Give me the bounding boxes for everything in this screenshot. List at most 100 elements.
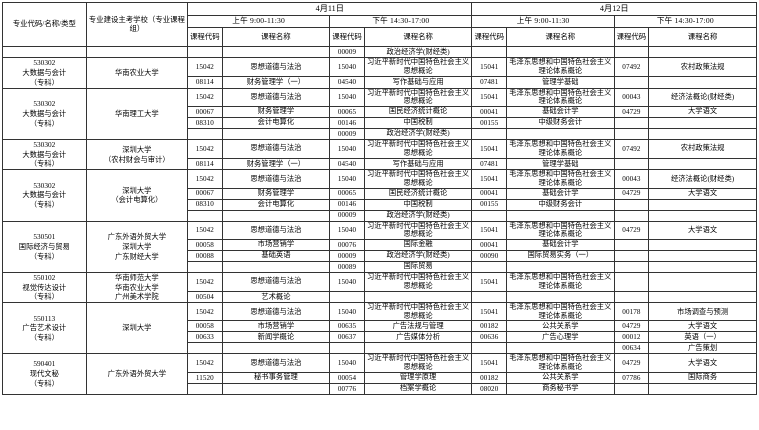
course-name-cell: 中级财务会计 (505, 198, 615, 211)
course-code-cell: 00637 (329, 331, 365, 344)
course-code-cell: 15041 (471, 56, 507, 78)
major-cell: 530501 国际经济与贸易 （专科） (2, 220, 87, 273)
course-name-cell (648, 271, 757, 292)
course-code-cell (187, 342, 223, 355)
course-code-cell: 15042 (187, 87, 223, 107)
course-name-cell: 经济法概论(财经类) (648, 87, 757, 107)
course-name-cell: 国际贸易 (363, 260, 473, 273)
course-name-cell: 档案学概论 (363, 382, 473, 395)
course-code-cell: 00043 (613, 87, 650, 107)
course-name-cell (648, 249, 757, 262)
course-code-cell (187, 127, 223, 140)
table-body: 00009 政治经济学(财经类) 530302 大数据与会计 （专科） 华南农业大学 150… (2, 46, 757, 395)
course-name-cell: 习近平新时代中国特色社会主义思想概论 (363, 271, 473, 292)
table-row: 00009 政治经济学(财经类) (2, 46, 757, 58)
course-name-cell: 国际商务 (648, 371, 757, 384)
course-code-cell: 00633 (187, 331, 223, 344)
table-row: 00058 市场营销学 00076 国际金融 00041 基础会计学 (3, 238, 757, 251)
course-name-cell (505, 46, 615, 58)
header-course-name-3: 课程名称 (505, 27, 615, 47)
course-code-cell: 00009 (329, 209, 365, 222)
course-name-cell (648, 157, 757, 171)
course-code-cell (471, 127, 507, 140)
school-cell: 华南理工大学 (85, 87, 189, 140)
course-name-cell: 中级财务会计 (505, 116, 615, 129)
course-code-cell: 15041 (471, 271, 507, 292)
course-code-cell: 15041 (471, 169, 507, 189)
header-day2-session-am: 上午 9:00-11:30 (471, 15, 615, 28)
course-code-cell: 00182 (471, 371, 507, 384)
course-code-cell: 00635 (329, 320, 365, 333)
course-name-cell (648, 116, 757, 129)
table-row: 00089 国际贸易 (3, 260, 757, 273)
course-name-cell: 思想道德与法治 (221, 169, 331, 189)
course-name-cell: 农村政策法规 (648, 138, 757, 159)
header-course-name-4: 课程名称 (648, 27, 757, 47)
course-name-cell: 习近平新时代中国特色社会主义思想概论 (363, 220, 473, 240)
course-code-cell (471, 342, 507, 355)
table-row: 00634 广告策划 (3, 342, 757, 355)
course-name-cell: 广告法规与管理 (363, 320, 473, 333)
course-name-cell: 毛泽东思想和中国特色社会主义理论体系概论 (505, 87, 615, 107)
table-header: 专业代码/名称/类型 专业建设主考学校（专业课程组） 4月11日 4月12日 上… (2, 2, 758, 47)
course-code-cell: 00776 (329, 382, 365, 395)
course-name-cell (648, 46, 757, 58)
course-code-cell: 00041 (471, 187, 507, 200)
major-cell: 530302 大数据与会计 （专科） (2, 169, 87, 222)
course-code-cell (329, 342, 365, 355)
course-name-cell: 政治经济学(财经类) (363, 209, 473, 222)
header-major-col: 专业代码/名称/类型 (2, 2, 87, 47)
course-code-cell (613, 116, 650, 129)
course-name-cell: 财务管理学 (221, 105, 331, 118)
course-name-cell: 大学语文 (648, 220, 757, 240)
header-day1-session-pm: 下午 14:30-17:00 (329, 15, 473, 28)
course-code-cell (613, 260, 650, 273)
header-course-name-1: 课程名称 (221, 27, 331, 47)
course-name-cell (505, 342, 615, 355)
course-name-cell (221, 46, 331, 58)
course-name-cell: 思想道德与法治 (221, 220, 331, 240)
school-cell: 华南农业大学 (85, 57, 189, 89)
header-course-code-2: 课程代码 (329, 27, 365, 47)
course-code-cell: 15040 (329, 138, 365, 159)
course-name-cell: 财务管理学（一） (221, 157, 331, 171)
course-name-cell (221, 127, 331, 140)
course-name-cell: 毛泽东思想和中国特色社会主义理论体系概论 (505, 169, 615, 189)
table-row: 530302 大数据与会计 （专科） 华南理工大学 15042 思想道德与法治 15040 习… (2, 87, 757, 140)
table-row: 00067 财务管理学 00065 国民经济统计概论 00041 基础会计学 04729 大学… (3, 187, 757, 200)
table-row: 08310 会计电算化 00146 中国税制 00155 中级财务会计 (3, 116, 757, 129)
course-name-cell: 大学语文 (648, 187, 757, 200)
course-name-cell (648, 209, 757, 222)
course-code-cell (613, 271, 650, 292)
course-name-cell: 广告心理学 (505, 331, 615, 344)
course-code-cell (187, 209, 223, 222)
course-code-cell: 04540 (329, 157, 365, 171)
course-name-cell: 毛泽东思想和中国特色社会主义理论体系概论 (505, 302, 615, 322)
course-code-cell: 15042 (187, 56, 223, 78)
course-code-cell (613, 382, 650, 395)
course-code-cell: 04729 (613, 105, 650, 118)
table-row: 08114 财务管理学（一） 04540 写作基础与应用 07481 管理学基础 (3, 157, 757, 171)
course-code-cell: 08310 (187, 198, 223, 211)
course-name-cell (221, 260, 331, 273)
course-code-cell: 15041 (471, 87, 507, 107)
course-code-cell: 00146 (329, 198, 365, 211)
course-code-cell: 00067 (187, 105, 223, 118)
table-row: 550102 视觉传达设计 （专科） 华南师范大学 华南农业大学 广州美术学院 15042 思… (2, 271, 757, 304)
course-code-cell: 00090 (471, 249, 507, 262)
course-name-cell: 基础英语 (221, 249, 331, 262)
course-code-cell: 00146 (329, 116, 365, 129)
course-name-cell: 公共关系学 (505, 320, 615, 333)
course-name-cell: 秘书事务管理 (221, 371, 331, 384)
course-name-cell (221, 209, 331, 222)
course-name-cell: 管理学基础 (505, 76, 615, 89)
course-name-cell: 习近平新时代中国特色社会主义思想概论 (363, 138, 473, 159)
course-name-cell: 中国税制 (363, 198, 473, 211)
course-name-cell (648, 290, 757, 304)
course-name-cell: 习近平新时代中国特色社会主义思想概论 (363, 169, 473, 189)
course-code-cell: 00155 (471, 198, 507, 211)
course-name-cell: 英语（一） (648, 331, 757, 344)
course-code-cell (471, 209, 507, 222)
course-code-cell (471, 46, 507, 58)
